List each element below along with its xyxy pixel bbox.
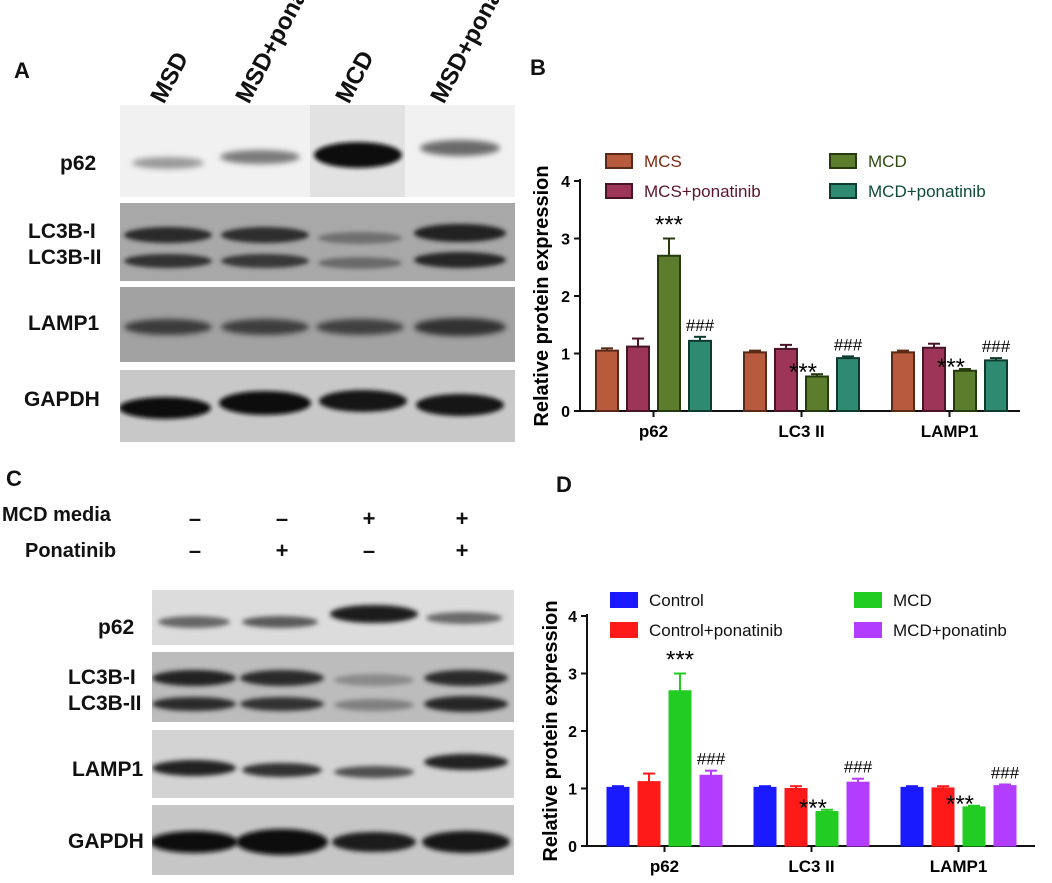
condition-label-ponatinib: Ponatinib [25, 540, 117, 562]
y-tick-label: 0 [561, 404, 570, 421]
sign-mcd-3: + [362, 506, 376, 531]
x-tick-label: LC3 II [788, 857, 834, 876]
panel-a-letter: A [14, 58, 30, 83]
bar [626, 345, 650, 413]
y-tick-label: 2 [561, 289, 570, 306]
legend-swatch [605, 153, 633, 169]
legend-swatch [854, 622, 882, 638]
significance-annotation: ### [686, 316, 715, 335]
legend-swatch [610, 592, 638, 608]
legend-label: MCD [868, 152, 907, 171]
legend-label: MCD+ponatinib [868, 182, 986, 201]
sign-pona-1: – [188, 538, 202, 563]
bar [606, 786, 630, 847]
panel-b-letter: B [530, 55, 546, 80]
y-tick-label: 1 [561, 347, 570, 364]
significance-annotation: ### [991, 763, 1020, 782]
blot-a-label-p62: p62 [60, 152, 97, 175]
legend-label: MCD [893, 591, 932, 610]
significance-annotation: *** [789, 359, 817, 386]
bar [993, 785, 1017, 847]
significance-annotation: *** [946, 791, 974, 818]
legend-swatch [605, 183, 633, 199]
blot-c-label-lamp1: LAMP1 [72, 758, 144, 781]
lane-label-3: MCD [330, 46, 380, 108]
panel-c-letter: C [6, 466, 22, 491]
bar-chart-b: MCS MCS+ponatinib MCD MCD+ponatinib 0 1 2 3 4 Rel… [531, 152, 1020, 441]
significance-annotation: ### [844, 758, 873, 777]
significance-annotation: *** [799, 795, 827, 822]
lane-label-1: MSD [145, 47, 195, 108]
y-tick-label: 4 [561, 174, 570, 191]
bar [836, 357, 860, 413]
y-axis-label: Relative protein expression [540, 600, 562, 861]
blot-c-label-lc3b2: LC3B-II [68, 692, 142, 715]
bar [699, 774, 723, 847]
legend-label: MCD+ponatinb [893, 621, 1007, 640]
lane-label-2: MSD+pona [230, 0, 313, 108]
sign-pona-2: + [275, 538, 289, 563]
western-blot-a [120, 105, 515, 442]
bar [668, 690, 692, 847]
significance-annotation: *** [655, 212, 683, 239]
significance-annotation: *** [937, 354, 965, 381]
bar [595, 349, 619, 412]
legend-label: MCS [644, 152, 682, 171]
panel-d-letter: D [556, 472, 572, 497]
significance-annotation: ### [834, 335, 863, 354]
blot-c-label-gapdh: GAPDH [68, 830, 144, 853]
sign-mcd-1: – [188, 506, 202, 531]
x-tick-label: LAMP1 [930, 857, 988, 876]
condition-label-mcd-media: MCD media [2, 504, 111, 526]
legend-label: Control+ponatinib [649, 621, 783, 640]
bar [891, 351, 915, 413]
blot-a-label-lamp1: LAMP1 [28, 312, 100, 335]
lane-label-4: MSD+pona [425, 0, 508, 108]
legend-label: MCS+ponatinib [644, 182, 761, 201]
bar [637, 781, 661, 847]
blot-c-label-p62: p62 [98, 616, 135, 639]
blot-a-label-lc3b1: LC3B-I [28, 220, 96, 243]
y-tick-label: 2 [568, 724, 577, 741]
sign-pona-4: + [455, 538, 469, 563]
significance-annotation: ### [697, 750, 726, 769]
bar-chart-d: Control Control+ponatinib MCD MCD+ponatinb 0… [540, 591, 1035, 876]
sign-pona-3: – [362, 538, 376, 563]
blot-a-label-lc3b2: LC3B-II [28, 246, 102, 269]
bar [743, 351, 767, 413]
x-tick-label: LC3 II [778, 422, 824, 441]
bar [688, 339, 712, 413]
bar [900, 786, 924, 847]
legend-swatch [854, 592, 882, 608]
legend-swatch [829, 183, 857, 199]
significance-annotation: ### [982, 337, 1011, 356]
y-tick-label: 1 [568, 782, 577, 799]
sign-mcd-4: + [455, 506, 469, 531]
y-tick-label: 3 [568, 667, 577, 684]
legend-label: Control [649, 591, 704, 610]
x-tick-label: p62 [639, 422, 668, 441]
western-blot-c [152, 590, 514, 875]
x-tick-label: p62 [650, 857, 679, 876]
bar [962, 806, 986, 847]
bar [753, 786, 777, 847]
blot-c-label-lc3b1: LC3B-I [68, 666, 136, 689]
sign-mcd-2: – [275, 506, 289, 531]
y-axis-label: Relative protein expression [531, 165, 553, 426]
bar [846, 781, 870, 847]
x-tick-label: LAMP1 [921, 422, 979, 441]
legend-swatch [829, 153, 857, 169]
legend-swatch [610, 622, 638, 638]
y-tick-label: 3 [561, 232, 570, 249]
bar [984, 359, 1008, 412]
y-tick-label: 0 [568, 839, 577, 856]
significance-annotation: *** [666, 647, 694, 674]
bar [657, 254, 681, 412]
blot-a-label-gapdh: GAPDH [24, 388, 100, 411]
y-tick-label: 4 [568, 609, 577, 626]
